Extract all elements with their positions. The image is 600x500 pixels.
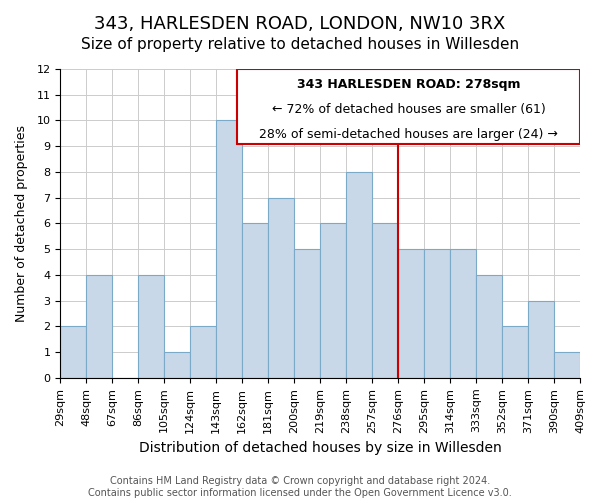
X-axis label: Distribution of detached houses by size in Willesden: Distribution of detached houses by size … — [139, 441, 502, 455]
Text: 343 HARLESDEN ROAD: 278sqm: 343 HARLESDEN ROAD: 278sqm — [297, 78, 520, 91]
Bar — [528, 300, 554, 378]
Bar — [398, 249, 424, 378]
Bar — [502, 326, 528, 378]
Bar — [450, 249, 476, 378]
Text: 343, HARLESDEN ROAD, LONDON, NW10 3RX: 343, HARLESDEN ROAD, LONDON, NW10 3RX — [94, 15, 506, 33]
Bar — [138, 275, 164, 378]
Bar — [164, 352, 190, 378]
Bar — [476, 275, 502, 378]
Bar — [372, 224, 398, 378]
Bar — [424, 249, 450, 378]
Bar — [268, 198, 294, 378]
Bar — [60, 326, 86, 378]
Bar — [294, 249, 320, 378]
Text: Size of property relative to detached houses in Willesden: Size of property relative to detached ho… — [81, 38, 519, 52]
Text: 28% of semi-detached houses are larger (24) →: 28% of semi-detached houses are larger (… — [259, 128, 558, 141]
Bar — [86, 275, 112, 378]
Bar — [216, 120, 242, 378]
Bar — [320, 224, 346, 378]
Bar — [242, 224, 268, 378]
Bar — [190, 326, 216, 378]
FancyBboxPatch shape — [237, 69, 580, 144]
Text: Contains HM Land Registry data © Crown copyright and database right 2024.
Contai: Contains HM Land Registry data © Crown c… — [88, 476, 512, 498]
Y-axis label: Number of detached properties: Number of detached properties — [15, 125, 28, 322]
Bar — [554, 352, 580, 378]
Text: ← 72% of detached houses are smaller (61): ← 72% of detached houses are smaller (61… — [272, 103, 545, 116]
Bar — [346, 172, 372, 378]
